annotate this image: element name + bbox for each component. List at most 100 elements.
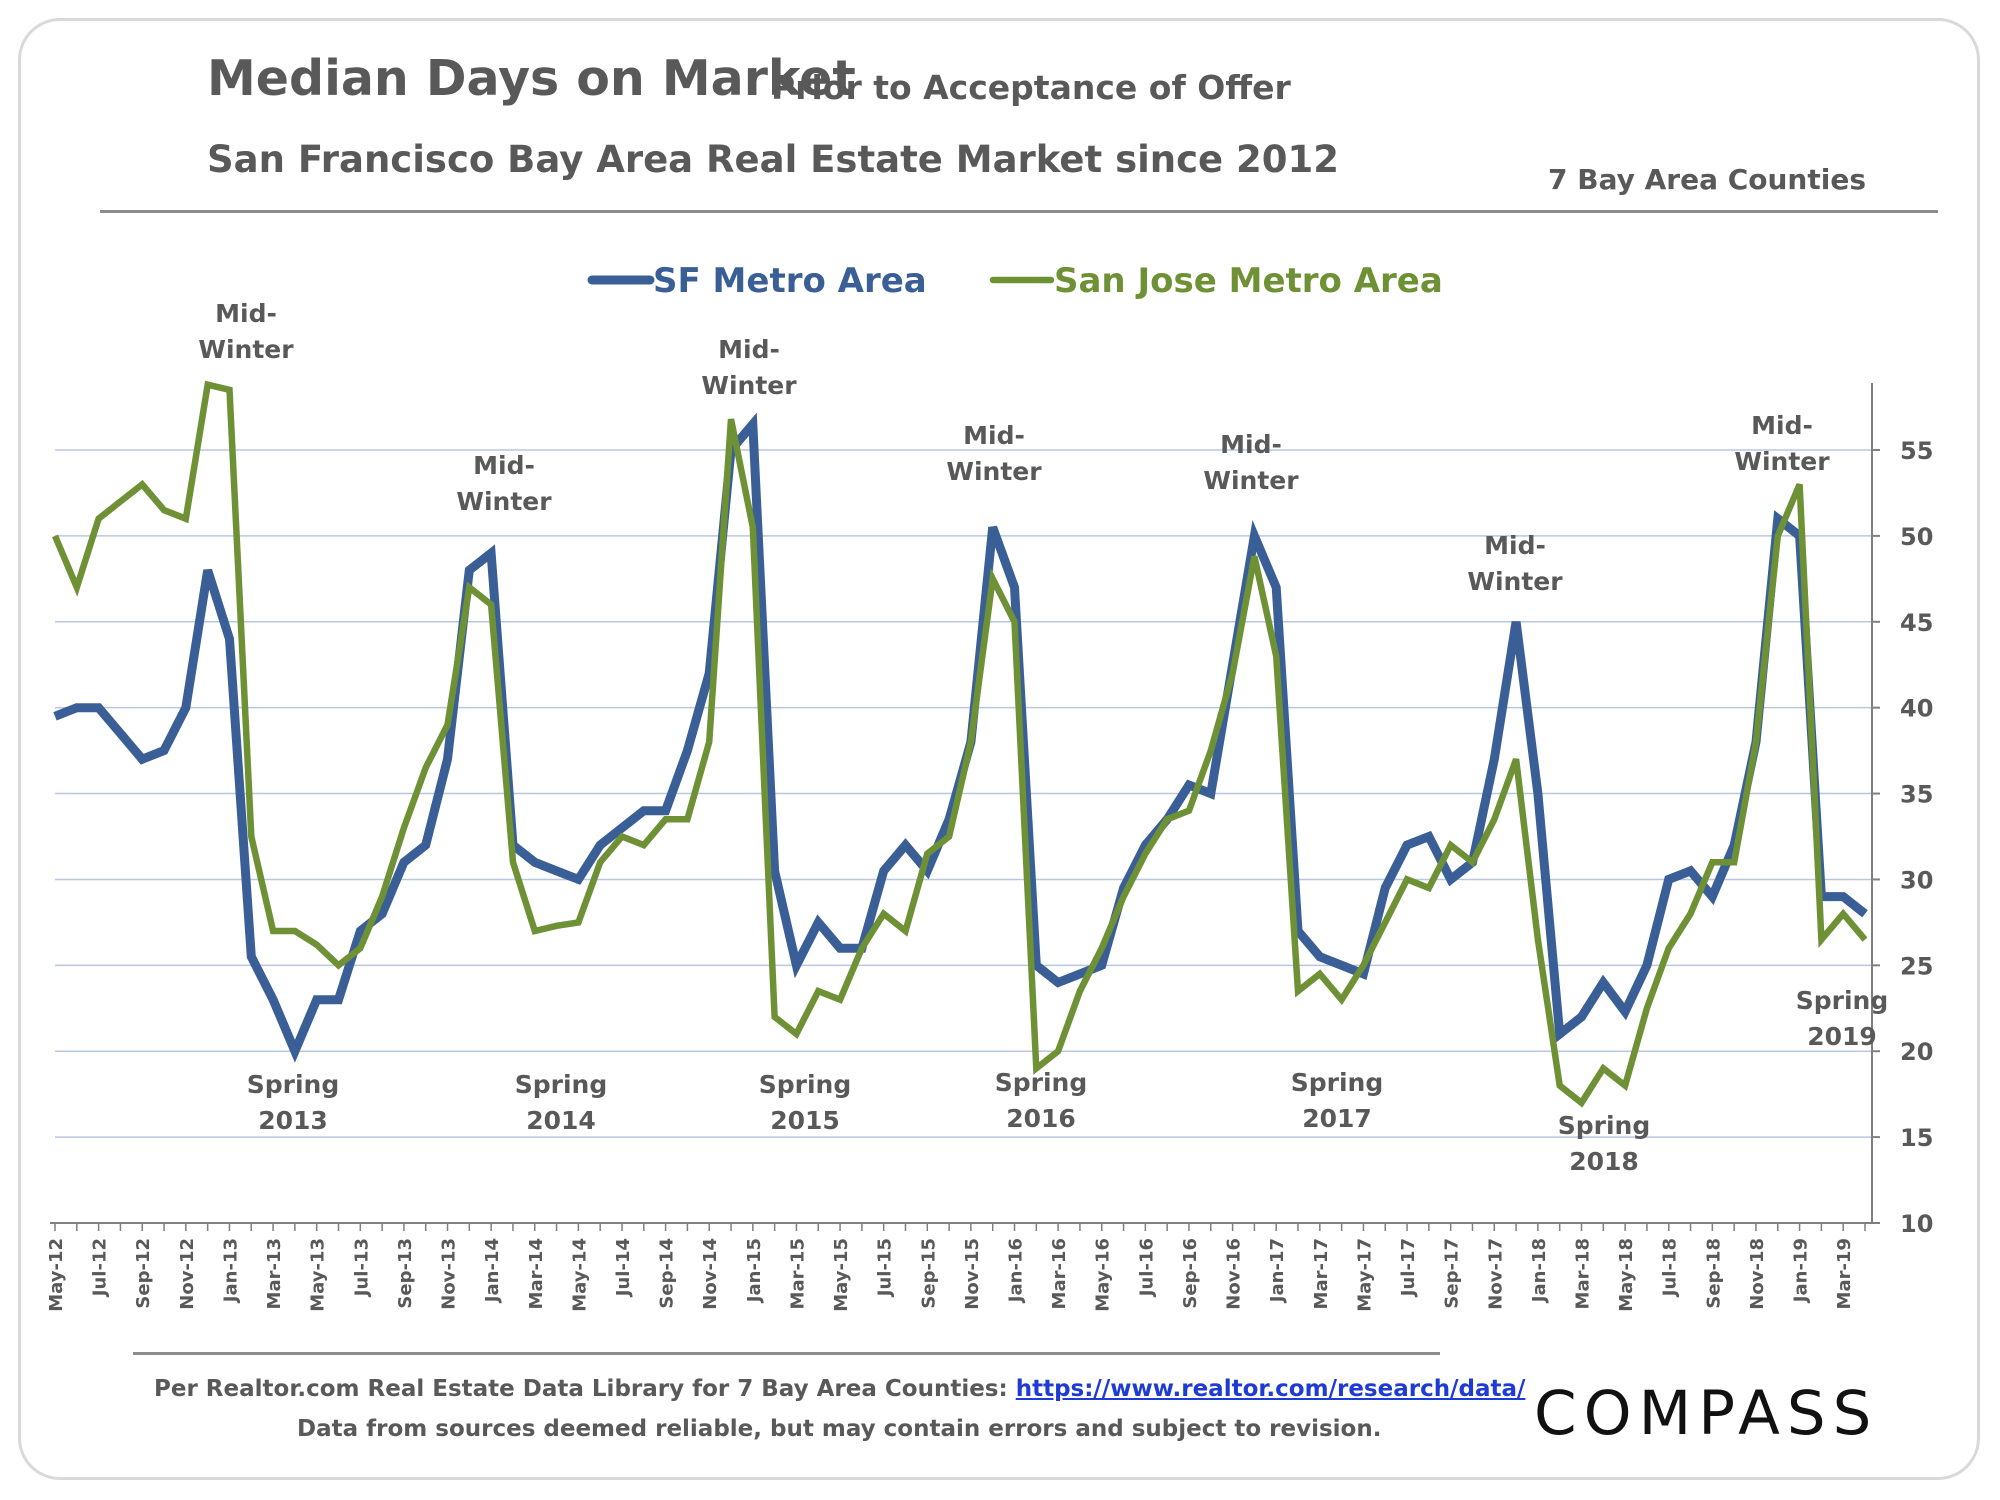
annotation-line: Winter: [701, 371, 797, 400]
y-tick-label: 10: [1900, 1210, 1933, 1238]
annotation-line: 2017: [1302, 1104, 1372, 1133]
x-tick-label: May-13: [308, 1238, 329, 1312]
compass-logo: COMPASS: [1534, 1378, 1879, 1449]
series-lines: [52, 380, 1868, 1108]
x-tick-label: Nov-18: [1747, 1238, 1768, 1310]
annotation-line: Winter: [456, 487, 552, 516]
annotation-label: Mid- Winter: [1734, 411, 1830, 476]
x-tick-label: Jul-13: [351, 1238, 372, 1298]
x-tick-label: Nov-14: [700, 1238, 721, 1310]
annotation-label: Spring 2018: [1558, 1111, 1651, 1176]
annotation-label: Spring 2015: [759, 1070, 852, 1135]
annotation-label: Mid- Winter: [946, 421, 1042, 486]
x-tick-label: Jan-13: [220, 1238, 241, 1304]
x-tick-label: May-15: [831, 1238, 852, 1312]
x-tick-label: Mar-16: [1049, 1238, 1070, 1309]
source-note: Per Realtor.com Real Estate Data Library…: [154, 1376, 1525, 1402]
x-tick-label: Sep-14: [657, 1238, 678, 1309]
x-tick-label: May-16: [1093, 1238, 1114, 1312]
annotation-label: Mid- Winter: [456, 451, 552, 516]
x-tick-label: Mar-15: [787, 1238, 808, 1309]
x-tick-label: Nov-15: [962, 1238, 983, 1310]
annotation-line: 2015: [770, 1106, 840, 1135]
y-tick-label: 55: [1900, 437, 1933, 465]
x-tick-label: Nov-12: [177, 1238, 198, 1310]
footer-divider: [133, 1352, 1440, 1355]
x-tick-label: Jul-15: [875, 1238, 896, 1298]
x-tick-label: Jan-18: [1529, 1238, 1550, 1304]
legend-label-sf: SF Metro Area: [653, 261, 927, 301]
x-tick-label: Nov-17: [1485, 1238, 1506, 1310]
header-divider: [100, 210, 1938, 213]
annotation-line: Mid-: [718, 335, 780, 364]
x-tick-label: Jul-18: [1660, 1238, 1681, 1298]
annotation-line: Mid-: [473, 451, 535, 480]
annotation-line: Spring: [995, 1068, 1088, 1097]
y-tick-label: 15: [1900, 1124, 1933, 1152]
x-tick-label: Sep-17: [1442, 1238, 1463, 1309]
annotation-label: Spring 2013: [247, 1070, 340, 1135]
x-tick-label: Nov-16: [1224, 1238, 1245, 1310]
x-tick-label: Jan-16: [1006, 1238, 1027, 1304]
x-tick-label: Sep-12: [133, 1238, 154, 1309]
y-axis-ticks: 10 15 20 25 30 35 40 45 50 55: [1872, 437, 1933, 1238]
annotation-line: Spring: [1796, 986, 1889, 1015]
x-tick-label: Mar-13: [264, 1238, 285, 1309]
disclaimer: Data from sources deemed reliable, but m…: [297, 1416, 1382, 1442]
y-tick-label: 30: [1900, 866, 1933, 894]
x-axis-ticks: May-12 Jul-12 Sep-12 Nov-12 Jan-13 Mar-13 May-…: [46, 1223, 1866, 1312]
x-tick-label: Jul-12: [90, 1238, 111, 1298]
legend: SF Metro Area San Jose Metro Area: [587, 261, 1443, 301]
san-jose-metro-line: [52, 380, 1868, 1108]
annotation-line: Mid-: [963, 421, 1025, 450]
gridlines: [55, 449, 1872, 1138]
annotation-line: Mid-: [215, 299, 277, 328]
annotation-line: Spring: [759, 1070, 852, 1099]
x-tick-label: May-14: [569, 1238, 590, 1312]
y-tick-label: 25: [1900, 952, 1933, 980]
annotation-label: Spring 2014: [515, 1070, 608, 1135]
annotation-line: Mid-: [1484, 531, 1546, 560]
x-tick-label: Sep-15: [918, 1238, 939, 1309]
x-tick-label: Nov-13: [439, 1238, 460, 1310]
y-tick-label: 45: [1900, 609, 1933, 637]
x-tick-label: Mar-14: [526, 1238, 547, 1309]
source-link[interactable]: https://www.realtor.com/research/data/: [1015, 1376, 1526, 1402]
chart-title: Median Days on Market: [207, 50, 856, 107]
annotation-label: Mid- Winter: [1203, 430, 1299, 495]
x-tick-label: Sep-13: [395, 1238, 416, 1309]
annotation-line: Spring: [1291, 1068, 1384, 1097]
y-tick-label: 40: [1900, 695, 1933, 723]
annotation-line: 2016: [1006, 1104, 1076, 1133]
x-tick-label: Mar-17: [1311, 1238, 1332, 1309]
annotation-line: Spring: [515, 1070, 608, 1099]
x-tick-label: Sep-16: [1180, 1238, 1201, 1309]
axes: [50, 383, 1873, 1224]
annotation-label: Spring 2019: [1796, 986, 1889, 1051]
annotation-line: Spring: [1558, 1111, 1651, 1140]
x-tick-label: Jan-15: [744, 1238, 765, 1304]
annotation-line: Mid-: [1220, 430, 1282, 459]
x-tick-label: May-18: [1616, 1238, 1637, 1312]
chart-subtitle: San Francisco Bay Area Real Estate Marke…: [207, 138, 1340, 181]
annotation-label: Mid- Winter: [701, 335, 797, 400]
annotation-line: Winter: [1734, 447, 1830, 476]
annotation-line: Winter: [198, 335, 294, 364]
chart-title-suffix: Prior to Acceptance of Offer: [771, 68, 1291, 107]
annotation-line: 2013: [258, 1106, 328, 1135]
x-tick-label: May-12: [46, 1238, 67, 1312]
annotation-line: Spring: [247, 1070, 340, 1099]
x-tick-label: Jan-14: [482, 1238, 503, 1304]
x-tick-label: May-17: [1354, 1238, 1375, 1312]
annotation-line: 2018: [1569, 1147, 1639, 1176]
annotation-line: Winter: [1467, 567, 1563, 596]
source-prefix: Per Realtor.com Real Estate Data Library…: [154, 1376, 1008, 1402]
annotation-label: Spring 2016: [995, 1068, 1088, 1133]
legend-label-sj: San Jose Metro Area: [1054, 261, 1443, 301]
x-tick-label: Jan-17: [1267, 1238, 1288, 1304]
x-tick-label: Mar-18: [1573, 1238, 1594, 1309]
x-tick-label: Sep-18: [1703, 1238, 1724, 1309]
annotation-line: 2019: [1807, 1022, 1877, 1051]
x-tick-label: Jan-19: [1791, 1238, 1812, 1304]
